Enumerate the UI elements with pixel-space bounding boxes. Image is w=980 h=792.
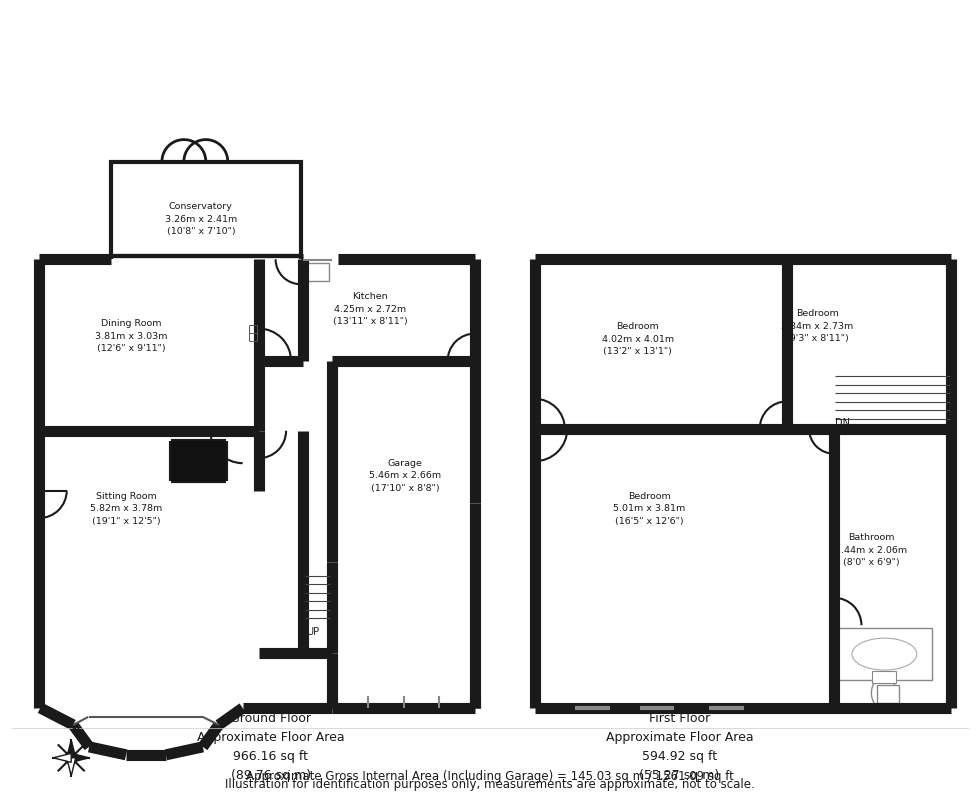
Text: Dining Room
3.81m x 3.03m
(12'6" x 9'11"): Dining Room 3.81m x 3.03m (12'6" x 9'11"… (95, 319, 168, 353)
Circle shape (65, 752, 77, 764)
Text: Bedroom
5.01m x 3.81m
(16'5" x 12'6"): Bedroom 5.01m x 3.81m (16'5" x 12'6") (613, 492, 686, 526)
Bar (837, 628, 932, 680)
Text: DN: DN (836, 418, 851, 428)
Text: First Floor
Approximate Floor Area
594.92 sq ft
(55.27 sq m): First Floor Approximate Floor Area 594.9… (606, 712, 754, 782)
Text: Ground Floor
Approximate Floor Area
966.16 sq ft
(89.76 sq m): Ground Floor Approximate Floor Area 966.… (197, 712, 344, 782)
Ellipse shape (852, 638, 916, 670)
Bar (171, 440, 225, 481)
Text: Illustration for identification purposes only, measurements are approximate, not: Illustration for identification purposes… (225, 778, 755, 790)
Text: Bathroom
2.44m x 2.06m
(8'0" x 6'9"): Bathroom 2.44m x 2.06m (8'0" x 6'9") (835, 534, 907, 567)
Text: Garage
5.46m x 2.66m
(17'10" x 8'8"): Garage 5.46m x 2.66m (17'10" x 8'8") (369, 459, 441, 493)
Polygon shape (53, 753, 72, 763)
Bar (306, 263, 329, 281)
Bar (877, 685, 899, 703)
Text: N: N (72, 726, 79, 736)
Text: Sitting Room
5.82m x 3.78m
(19'1" x 12'5"): Sitting Room 5.82m x 3.78m (19'1" x 12'5… (90, 492, 162, 526)
Bar (111, 162, 301, 257)
Text: Kitchen
4.25m x 2.72m
(13'11" x 8'11"): Kitchen 4.25m x 2.72m (13'11" x 8'11") (333, 292, 408, 326)
Polygon shape (72, 753, 89, 763)
Ellipse shape (871, 677, 897, 709)
Bar (872, 671, 896, 683)
Polygon shape (67, 740, 75, 758)
Text: Bedroom
2.84m x 2.73m
(9'3" x 8'11"): Bedroom 2.84m x 2.73m (9'3" x 8'11") (781, 309, 854, 343)
Text: Approximate Gross Internal Area (Including Garage) = 145.03 sq m / 1561.09 sq ft: Approximate Gross Internal Area (Includi… (246, 770, 734, 782)
Polygon shape (67, 758, 75, 776)
Text: Conservatory
3.26m x 2.41m
(10'8" x 7'10"): Conservatory 3.26m x 2.41m (10'8" x 7'10… (165, 203, 237, 236)
Text: UP: UP (306, 627, 319, 638)
Text: Bedroom
4.02m x 4.01m
(13'2" x 13'1"): Bedroom 4.02m x 4.01m (13'2" x 13'1") (602, 322, 673, 356)
